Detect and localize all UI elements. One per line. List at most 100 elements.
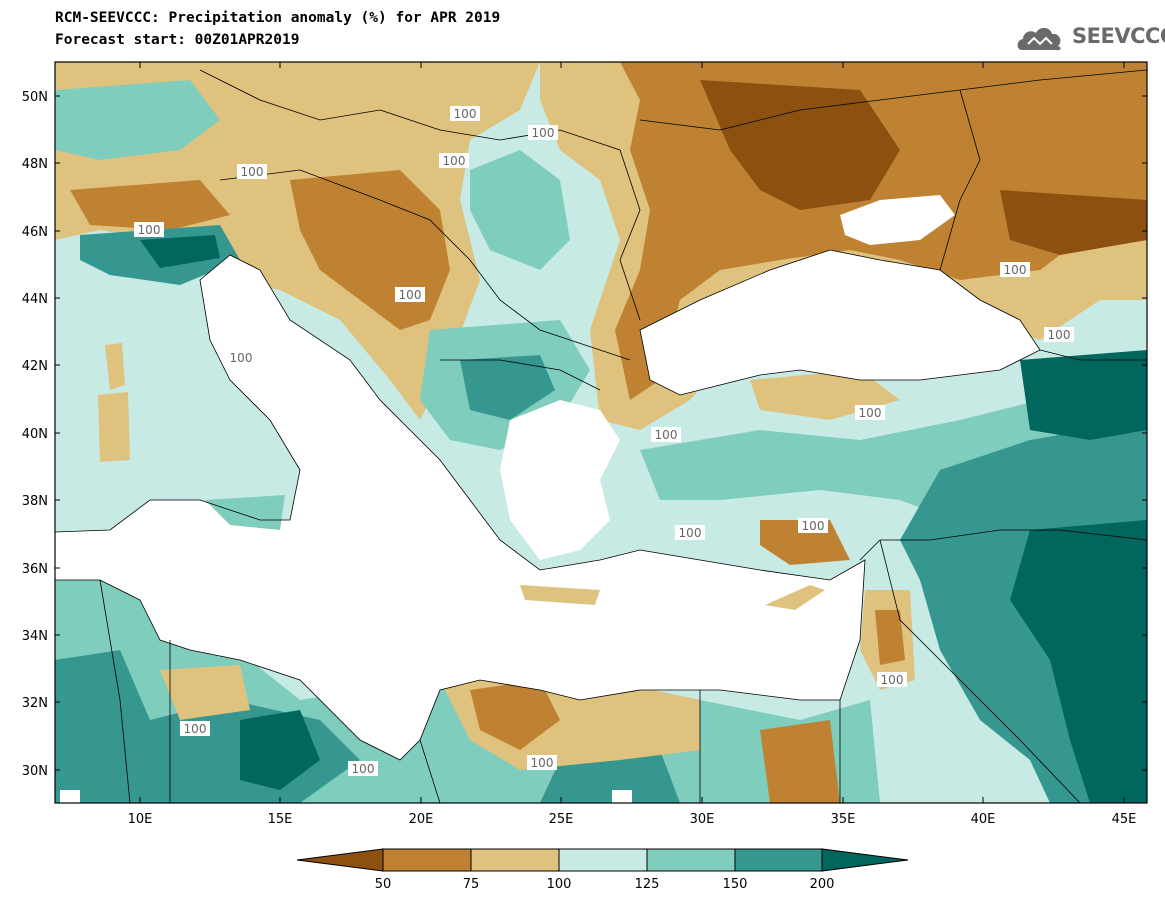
corsica — [105, 343, 125, 390]
svg-text:100: 100 — [352, 762, 375, 776]
svg-text:100: 100 — [802, 519, 825, 533]
border-11 — [639, 69, 1148, 131]
field-ce-wet — [55, 80, 220, 160]
field-east-wet-core — [1010, 520, 1147, 803]
colorbar-segment-above200 — [821, 848, 909, 872]
svg-text:100: 100 — [138, 223, 161, 237]
lat-label: 34N — [22, 629, 48, 644]
svg-text:100: 100 — [241, 165, 264, 179]
colorbar — [296, 848, 909, 872]
boundaries — [54, 69, 1148, 804]
colorbar-label: 75 — [463, 877, 480, 892]
lat-label: 48N — [22, 157, 48, 172]
field-balkan-dry-75 — [55, 62, 540, 420]
contour-label: 100 — [226, 350, 256, 365]
coastline-black-sea — [639, 249, 1041, 396]
contour-label: 100 — [1044, 327, 1074, 342]
islands — [98, 343, 825, 610]
svg-text:100: 100 — [655, 428, 678, 442]
contour-label: 100 — [675, 525, 705, 540]
svg-text:100: 100 — [399, 288, 422, 302]
contour-labels: 100 100 100 100 100 100 100 100 100 100 … — [134, 106, 1074, 776]
border-2 — [219, 169, 631, 361]
contour-label: 100 — [395, 287, 425, 302]
contour-label: 100 — [450, 106, 480, 121]
border-10 — [99, 579, 131, 804]
lat-label: 40N — [22, 427, 48, 442]
svg-text:100: 100 — [532, 126, 555, 140]
field-libya-dry-core — [470, 680, 560, 750]
lon-label: 40E — [971, 812, 996, 827]
lat-label: 32N — [22, 696, 48, 711]
contour-label: 100 — [1000, 262, 1030, 277]
aegean-sea — [500, 400, 620, 560]
svg-text:100: 100 — [184, 722, 207, 736]
field-ne-turkey-wet — [1020, 350, 1147, 440]
colorbar-segment-below50 — [296, 848, 384, 872]
sea-areas — [55, 195, 1040, 803]
lon-label: 30E — [690, 812, 715, 827]
lon-label: 15E — [268, 812, 293, 827]
lat-label: 50N — [22, 90, 48, 105]
crete — [520, 585, 600, 605]
colorbar-labels: 50 75 100 125 150 200 — [375, 877, 835, 892]
contour-label: 100 — [348, 761, 378, 776]
border-12 — [939, 89, 981, 271]
field-levant-dry-core — [875, 610, 905, 665]
contour-label: 100 — [855, 405, 885, 420]
svg-text:100: 100 — [679, 526, 702, 540]
lon-label: 20E — [409, 812, 434, 827]
border-5 — [879, 539, 1081, 804]
field-hu-wet — [470, 150, 570, 270]
contour-label: 100 — [237, 164, 267, 179]
map-title: RCM-SEEVCCC: Precipitation anomaly (%) f… — [55, 10, 501, 26]
contour-label: 100 — [527, 755, 557, 770]
colorbar-label: 150 — [723, 877, 748, 892]
sea-of-azov — [840, 195, 955, 245]
colorbar-segment — [646, 848, 736, 872]
lake-small-1 — [60, 790, 80, 803]
contour-label: 100 — [180, 721, 210, 736]
colorbar-label: 125 — [635, 877, 660, 892]
lat-label: 38N — [22, 494, 48, 509]
border-13 — [1039, 349, 1147, 361]
colorbar-segment — [558, 848, 648, 872]
cyprus — [765, 585, 825, 610]
contour-label: 100 — [798, 518, 828, 533]
contour-label: 100 — [134, 222, 164, 237]
svg-text:100: 100 — [1048, 328, 1071, 342]
border-4 — [859, 529, 1148, 561]
cloud-logo-icon — [1017, 27, 1061, 51]
coastline-med — [54, 254, 866, 761]
mediterranean-sea — [55, 255, 865, 760]
svg-text:100: 100 — [859, 406, 882, 420]
colorbar-segment — [382, 848, 472, 872]
colorbar-label: 100 — [547, 877, 572, 892]
black-sea — [640, 250, 1040, 395]
longitude-labels: 10E 15E 20E 25E 30E 35E 40E 45E — [128, 812, 1137, 827]
lon-label: 35E — [831, 812, 856, 827]
field-egypt-dry — [760, 720, 840, 803]
lat-label: 30N — [22, 764, 48, 779]
forecast-start-subtitle: Forecast start: 00Z01APR2019 — [55, 32, 300, 48]
field-alps-wet-core — [140, 235, 220, 268]
svg-text:100: 100 — [881, 673, 904, 687]
contour-label: 100 — [439, 153, 469, 168]
sicily — [205, 495, 285, 530]
lon-label: 45E — [1112, 812, 1137, 827]
svg-text:100: 100 — [1004, 263, 1027, 277]
longitude-axis — [139, 62, 1125, 803]
border-8 — [419, 739, 441, 804]
contour-label: 100 — [528, 125, 558, 140]
field-ne-dry-below50b — [1000, 190, 1147, 255]
svg-text:100: 100 — [230, 351, 253, 365]
field-greece-wet-core — [460, 355, 555, 420]
lon-label: 10E — [128, 812, 153, 827]
seevccc-logo-text: SEEVCCC — [1072, 24, 1165, 48]
lon-label: 25E — [549, 812, 574, 827]
lat-label: 46N — [22, 225, 48, 240]
contour-label: 100 — [877, 672, 907, 687]
field-ne-dry-below50 — [700, 80, 900, 210]
border-1 — [199, 69, 641, 321]
field-tunisia-core — [240, 710, 320, 790]
